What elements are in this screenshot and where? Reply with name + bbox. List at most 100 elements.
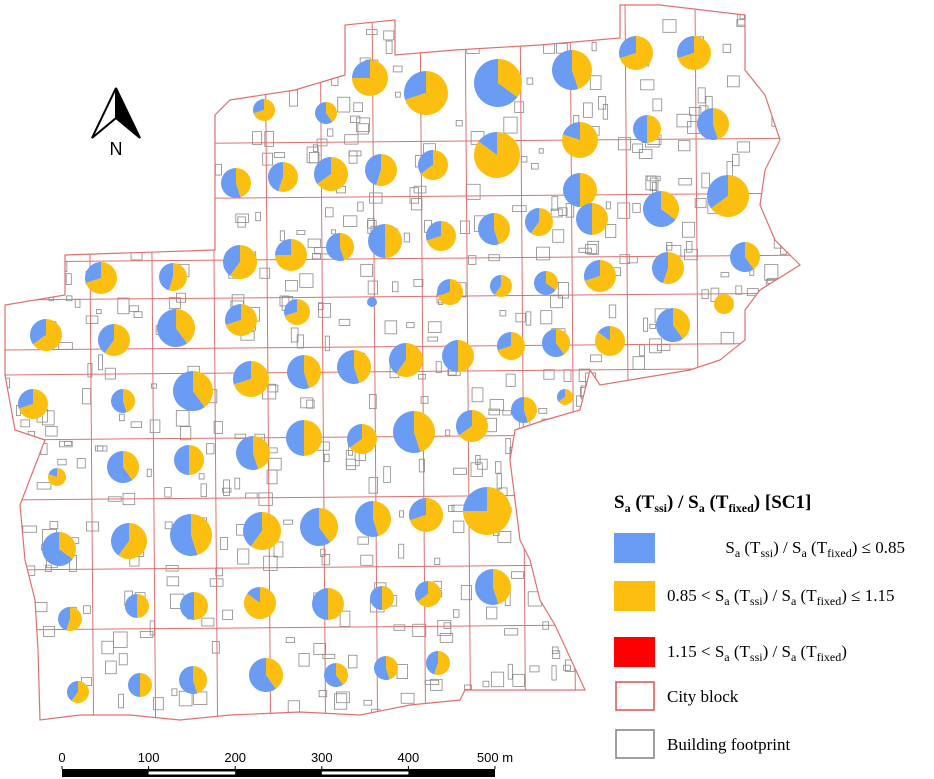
text-part: Building footprint [667,735,791,754]
pie-slice [314,157,331,184]
building-footprint [418,458,425,473]
scale-label: 500 m [477,750,513,765]
building-footprint [363,699,373,706]
building-footprint [101,640,114,655]
pie-slice [494,213,510,245]
building-footprint [565,563,572,577]
building-footprint [65,273,72,286]
building-footprint [540,310,553,325]
building-footprint [177,126,192,143]
pie-slice [494,275,513,297]
building-footprint [550,295,563,309]
building-footprint [424,679,440,686]
building-footprint [5,528,14,536]
building-footprint [374,714,387,720]
building-footprint [76,458,86,469]
pie-slice [47,468,66,487]
pie-slice [253,99,264,114]
building-footprint [90,30,104,36]
pie-slice [278,162,298,192]
pie-slice [655,308,683,343]
building-footprint [149,419,161,434]
building-footprint [649,338,662,354]
pie-slice [696,108,718,140]
building-footprint [668,559,678,569]
pie-slice [511,397,529,424]
building-footprint [113,631,128,648]
pie-slice [284,299,297,317]
building-footprint [320,548,326,557]
scale-segment [321,771,409,775]
building-footprint [92,235,106,242]
building-footprint [638,149,653,159]
building-footprint [512,673,525,687]
building-footprint [325,207,334,218]
pie-slice [352,60,370,78]
text-part: fixed [817,594,842,608]
building-footprint [180,426,192,441]
building-footprint [552,650,561,660]
pie-slice [304,420,322,456]
pie-slice [48,468,57,477]
block-edge [149,5,157,720]
building-footprint [649,323,656,330]
pie-slice [194,592,208,620]
building-footprint [482,680,490,688]
building-footprint [465,183,481,200]
building-footprint [643,317,649,332]
building-footprint [164,487,172,498]
pie-slice [111,523,129,556]
pie-slice [388,343,406,374]
building-footprint [150,383,157,389]
building-footprint [559,529,571,536]
pie-slice [546,271,558,291]
building-footprint [57,458,67,466]
building-footprint [542,513,551,522]
pie-slice [677,36,711,70]
building-footprint [527,534,541,548]
building-footprint [222,609,234,620]
block-edge [264,5,272,720]
pie-slice [558,389,573,405]
building-footprint [290,327,299,343]
building-footprint [234,61,243,69]
pie-slice [498,59,522,98]
pie-slice [337,350,360,384]
text-part: fixed [827,546,852,560]
building-footprint [602,591,608,605]
building-footprint [778,608,793,625]
building-footprint [11,158,17,170]
pie-slice [584,260,617,292]
building-footprint [435,361,442,374]
building-footprint [263,555,278,571]
pie-slice [633,115,647,143]
text-part: (T [740,538,761,557]
building-footprint [369,192,383,204]
pie-slice [418,150,433,174]
building-footprint [5,662,13,671]
building-footprint [74,299,81,308]
text-part: a [625,501,631,515]
building-footprint [558,207,568,216]
pie-slice [253,99,275,121]
building-footprint [64,440,72,446]
building-footprint [85,315,99,324]
building-footprint [789,151,800,162]
pie-slice [300,508,331,546]
pie-slice [497,332,525,360]
building-footprint [486,606,498,620]
pie-slice [556,389,565,402]
building-footprint [632,143,643,153]
building-footprint [165,136,171,144]
legend: Sa (Tssi) / Sa (Tfixed) [SC1]Sa (Tssi) /… [614,492,905,759]
building-footprint [514,101,525,113]
building-footprint [334,693,348,710]
pie-slice [415,581,428,602]
building-footprint [536,444,546,460]
building-footprint [164,521,173,530]
building-footprint [97,445,104,452]
building-footprint [601,454,608,469]
building-footprint [670,447,677,459]
pie-slice [493,569,512,605]
building-footprint [705,95,713,111]
